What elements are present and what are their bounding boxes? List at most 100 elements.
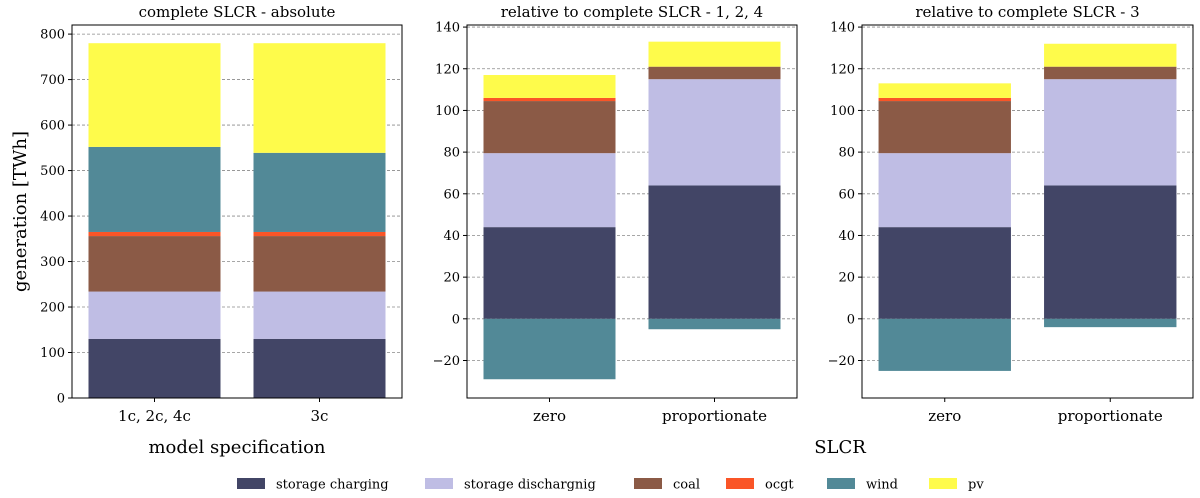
legend-item-storage-charging: storage charging [237,478,389,493]
y-tick-label: 20 [838,271,855,286]
bar-pv-3c [253,43,386,153]
legend-item-storage-dischargnig: storage dischargnig [425,478,596,493]
bar-wind-proportionate [648,318,781,330]
legend-label: pv [968,478,984,493]
x-tick-label: proportionate [1058,407,1163,425]
legend: storage charging storage dischargnig coal o… [237,478,984,493]
bar-pv-1c-2c-4c [88,43,221,147]
y-tick-label: 500 [40,164,65,179]
y-tick-label: 60 [443,187,460,202]
bar-storage-dischargnig-proportionate [648,79,781,186]
y-tick-label: 0 [57,392,65,407]
y-tick-label: 40 [838,229,855,244]
bar-pv-zero [483,75,616,98]
y-tick-label: 100 [830,104,855,119]
bar-wind-3c [253,152,386,232]
y-tick-label: −20 [433,354,460,369]
bar-wind-proportionate [1044,318,1177,328]
x-tick-label: zero [928,407,961,425]
bar-storage-charging-1c-2c-4c [88,338,221,398]
chart-title: complete SLCR - absolute [139,3,336,21]
legend-item-wind: wind [827,478,898,493]
legend-label: storage dischargnig [464,478,596,493]
y-tick-label: 100 [435,104,460,119]
bar-ocgt-zero [483,97,616,102]
axes-frame [466,24,798,399]
y-tick-label: 800 [40,28,65,43]
legend-swatch [929,478,957,489]
x-tick-label: zero [533,407,566,425]
chart-title: relative to complete SLCR - 1, 2, 4 [501,3,763,21]
bar-pv-proportionate [1044,43,1177,67]
x-tick-label: 3c [311,407,329,425]
legend-label: wind [866,478,898,493]
bar-coal-3c [253,236,386,292]
legend-swatch [237,478,265,489]
bar-wind-1c-2c-4c [88,146,221,232]
x-axis-label: model specification [148,437,325,458]
bar-wind-zero [483,318,616,380]
chart-panel-2: −20 0 20 40 60 80 100 120 140 zero proportionate re… [433,3,798,425]
bar-ocgt-3c [253,231,386,237]
legend-item-ocgt: ocgt [726,478,794,493]
chart-panel-1: 0 100 200 300 400 500 600 700 800 1c, 2c, 4c 3c com… [10,3,403,458]
bar-coal-1c-2c-4c [88,236,221,292]
legend-swatch [634,478,662,489]
y-tick-label: 40 [443,229,460,244]
bar-wind-zero [878,318,1011,371]
y-tick-label: 0 [452,312,460,327]
legend-swatch [425,478,453,489]
shared-x-axis-label: SLCR [814,437,866,458]
y-tick-label: 700 [40,73,65,88]
bar-storage-charging-proportionate [1044,185,1177,319]
bar-storage-dischargnig-1c-2c-4c [88,291,221,339]
legend-swatch [726,478,754,489]
legend-item-coal: coal [634,478,700,493]
bar-storage-charging-zero [878,227,1011,319]
y-tick-label: 400 [40,210,65,225]
bar-storage-dischargnig-3c [253,291,386,339]
y-tick-label: 140 [830,21,855,36]
bar-storage-dischargnig-zero [483,153,616,228]
y-tick-label: 80 [838,146,855,161]
y-tick-label: 120 [435,62,460,77]
y-tick-label: 300 [40,255,65,270]
bar-storage-charging-3c [253,338,386,398]
bar-storage-dischargnig-proportionate [1044,79,1177,186]
y-tick-label: 120 [830,62,855,77]
bar-coal-proportionate [1044,66,1177,80]
chart-panel-3: −20 0 20 40 60 80 100 120 140 zero proportionate re… [828,3,1194,425]
y-tick-label: 200 [40,301,65,316]
bar-coal-zero [878,101,1011,154]
y-tick-label: 0 [847,312,855,327]
bar-storage-charging-zero [483,227,616,319]
y-tick-label: 60 [838,187,855,202]
y-axis-label: generation [TWh] [10,131,31,292]
y-tick-label: 100 [40,346,65,361]
bar-ocgt-1c-2c-4c [88,231,221,237]
y-tick-label: 20 [443,271,460,286]
bar-storage-charging-proportionate [648,185,781,319]
axes-frame [71,24,403,399]
legend-label: storage charging [276,478,389,493]
bar-pv-zero [878,83,1011,98]
x-tick-label: proportionate [662,407,767,425]
bar-storage-dischargnig-zero [878,153,1011,228]
chart-title: relative to complete SLCR - 3 [915,3,1139,21]
bar-ocgt-zero [878,97,1011,102]
bar-coal-proportionate [648,66,781,80]
legend-label: coal [673,478,700,493]
bar-coal-zero [483,101,616,154]
legend-swatch [827,478,855,489]
y-tick-label: 600 [40,119,65,134]
y-tick-label: −20 [828,354,855,369]
axes-frame [861,24,1194,399]
x-tick-label: 1c, 2c, 4c [118,407,191,425]
legend-item-pv: pv [929,478,984,493]
y-tick-label: 140 [435,21,460,36]
bar-pv-proportionate [648,41,781,67]
legend-label: ocgt [765,478,794,493]
y-tick-label: 80 [443,146,460,161]
